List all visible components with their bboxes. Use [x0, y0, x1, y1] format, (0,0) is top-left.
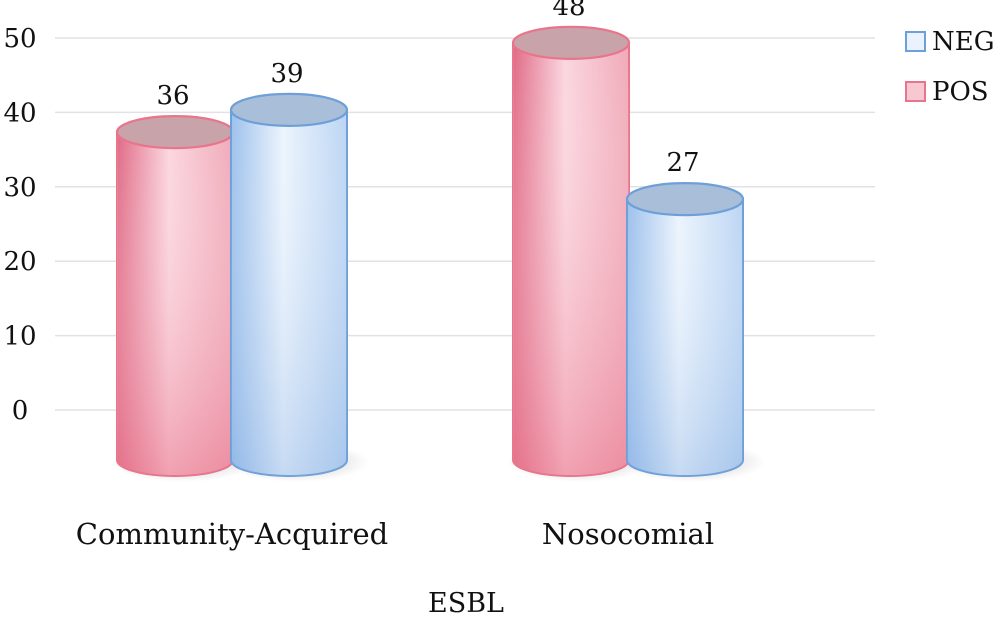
- data-label: 27: [666, 148, 699, 178]
- data-label: 48: [552, 0, 585, 22]
- bar-pos-community-acquired: [111, 115, 255, 482]
- bar-shade: [117, 132, 233, 476]
- legend-swatch: [905, 31, 926, 52]
- y-tick-label: 30: [3, 173, 36, 203]
- legend-item-neg: NEG: [905, 27, 995, 57]
- legend-label: POS: [932, 77, 989, 107]
- x-axis-ticks: Community-Acquired Nosocomial: [76, 517, 714, 551]
- bar-neg-nosocomial: [621, 182, 765, 482]
- bar-shade: [231, 109, 347, 476]
- data-label: 36: [156, 81, 189, 111]
- x-tick-label: Community-Acquired: [76, 517, 388, 551]
- y-tick-label: 50: [3, 24, 36, 54]
- legend: NEG POS: [905, 27, 995, 107]
- legend-item-pos: POS: [905, 77, 989, 107]
- x-axis-title: ESBL: [428, 588, 504, 617]
- x-tick-label: Nosocomial: [542, 517, 714, 551]
- legend-swatch: [905, 81, 926, 102]
- data-label: 39: [270, 59, 303, 89]
- bar-top: [625, 182, 745, 217]
- bar-top: [229, 92, 349, 127]
- bar-top: [511, 25, 631, 60]
- y-axis-ticks: 0 10 20 30 40 50: [3, 24, 36, 426]
- y-tick-label: 0: [12, 396, 29, 426]
- bar-shade: [627, 199, 743, 476]
- data-labels: 36 39 48 27: [156, 0, 699, 178]
- legend-label: NEG: [932, 27, 995, 57]
- bar-pos-nosocomial: [507, 25, 651, 482]
- y-tick-label: 40: [3, 98, 36, 128]
- bar-shade: [513, 42, 629, 476]
- bar-top: [115, 115, 235, 150]
- bar-neg-community-acquired: [225, 92, 369, 482]
- y-tick-label: 20: [3, 247, 36, 277]
- bars: [111, 25, 765, 482]
- y-tick-label: 10: [3, 322, 36, 352]
